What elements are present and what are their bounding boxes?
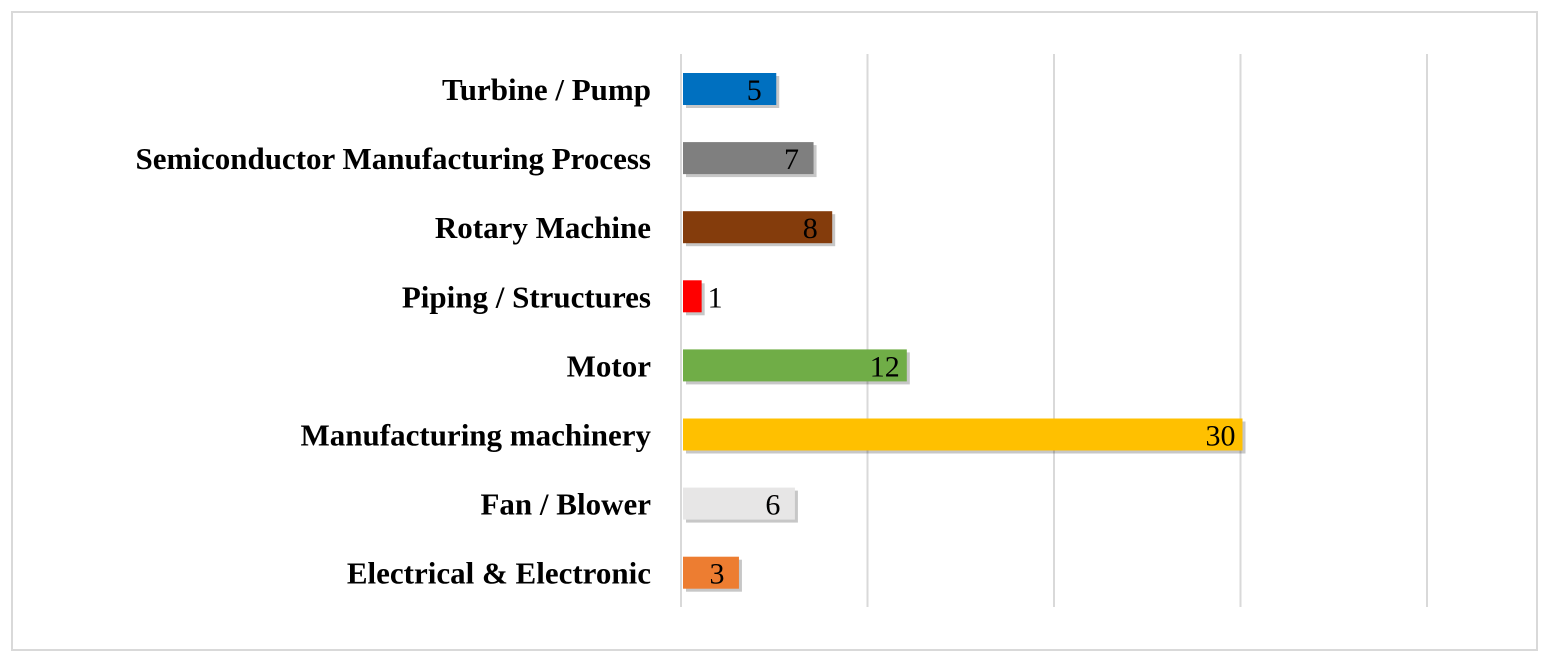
value-label-manufacturing-machinery: 30 xyxy=(1206,420,1236,453)
bar-electrical-and-electronic xyxy=(683,556,739,589)
category-label-semiconductor-manufacturing-process: Semiconductor Manufacturing Process xyxy=(136,141,651,176)
value-label-piping-structures: 1 xyxy=(708,281,723,314)
bar-fan-blower xyxy=(683,487,795,520)
chart-frame xyxy=(11,11,1538,651)
category-label-piping-structures: Piping / Structures xyxy=(402,279,651,314)
value-label-fan-blower: 6 xyxy=(765,489,780,522)
category-label-motor: Motor xyxy=(567,348,652,383)
bar-rotary-machine xyxy=(683,211,833,244)
bar-piping-structures xyxy=(683,280,702,313)
value-label-turbine-pump: 5 xyxy=(747,74,762,107)
category-label-rotary-machine: Rotary Machine xyxy=(435,210,651,245)
bar-motor xyxy=(683,349,907,382)
value-label-semiconductor-manufacturing-process: 7 xyxy=(784,143,799,176)
bars xyxy=(683,73,1246,592)
category-label-fan-blower: Fan / Blower xyxy=(481,487,652,522)
value-label-motor: 12 xyxy=(870,350,900,383)
category-label-electrical-and-electronic: Electrical & Electronic xyxy=(347,556,651,591)
bar-turbine-pump xyxy=(683,73,777,105)
labels: Turbine / Pump 5 Semiconductor Manufacturi… xyxy=(136,72,1236,591)
category-label-manufacturing-machinery: Manufacturing machinery xyxy=(301,418,652,453)
bar-semiconductor-manufacturing-process xyxy=(683,142,814,175)
value-label-electrical-and-electronic: 3 xyxy=(709,558,724,591)
category-label-turbine-pump: Turbine / Pump xyxy=(442,72,651,107)
bar-manufacturing-machinery xyxy=(683,418,1243,451)
value-label-rotary-machine: 8 xyxy=(803,212,818,245)
gridlines xyxy=(680,54,1428,607)
